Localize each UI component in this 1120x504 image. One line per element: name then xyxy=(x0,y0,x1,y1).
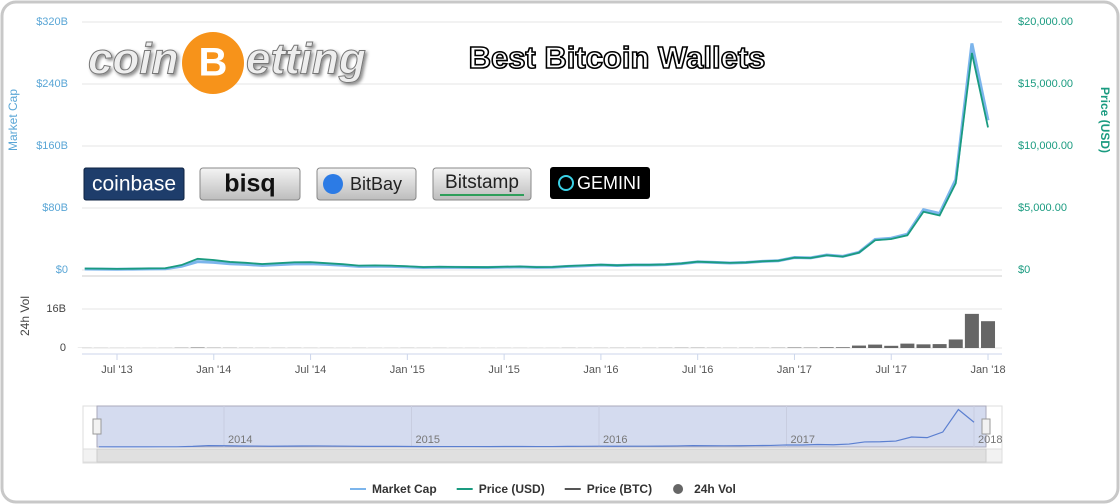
logo-coin-text: B xyxy=(199,41,228,85)
wallet-name: coinbase xyxy=(92,173,176,196)
navigator-handle[interactable] xyxy=(92,418,102,435)
y-tick-label: $240B xyxy=(36,78,68,90)
y-axis-title: Market Cap xyxy=(6,89,20,151)
navigator-label: 2017 xyxy=(791,434,815,446)
x-tick-label: Jul '15 xyxy=(488,364,519,376)
y-tick-label: $160B xyxy=(36,140,68,152)
x-tick-label: Jul '16 xyxy=(682,364,713,376)
wallet-icon xyxy=(323,174,343,194)
legend-label[interactable]: Price (USD) xyxy=(479,482,545,496)
volume-bar xyxy=(868,344,883,348)
legend: Market Cap Price (USD) Price (BTC) 24h Vol xyxy=(350,482,736,496)
volume-bar xyxy=(932,344,947,348)
x-tick-label: Jul '13 xyxy=(101,364,132,376)
navigator-label: 2018 xyxy=(978,434,1002,446)
x-tick-label: Jan '18 xyxy=(970,364,1005,376)
wallet-badge[interactable] xyxy=(316,167,417,201)
y2-tick-label: $5,000.00 xyxy=(1018,202,1067,214)
legend-label[interactable]: 24h Vol xyxy=(694,482,736,496)
y-tick-label: $320B xyxy=(36,16,68,28)
navigator-label: 2016 xyxy=(603,434,627,446)
y2-tick-label: $15,000.00 xyxy=(1018,78,1073,90)
wallet-badge[interactable] xyxy=(83,167,185,201)
volume-bar xyxy=(835,347,850,348)
vol-tick-label: 16B xyxy=(46,303,66,315)
y-tick-label: $0 xyxy=(56,264,68,276)
wallet-icon xyxy=(558,175,574,191)
volume-bar xyxy=(884,345,899,348)
scrollbar-thumb[interactable] xyxy=(96,448,987,463)
logo-coin xyxy=(182,32,244,94)
wallet-badge[interactable] xyxy=(550,167,650,199)
y2-tick-label: $10,000.00 xyxy=(1018,140,1073,152)
y2-tick-label: $20,000.00 xyxy=(1018,16,1073,28)
navigator-line xyxy=(98,408,975,448)
navigator-label: 2014 xyxy=(228,434,252,446)
x-tick-label: Jul '17 xyxy=(876,364,907,376)
vol-tick-label: 0 xyxy=(60,342,66,354)
logo-text: coin xyxy=(88,35,178,84)
wallet-name: Bitstamp xyxy=(445,172,519,193)
wallet-name: BitBay xyxy=(350,174,402,194)
x-tick-label: Jan '17 xyxy=(777,364,812,376)
vol-axis-title: 24h Vol xyxy=(18,296,32,336)
volume-bar xyxy=(981,321,996,348)
wallet-badge[interactable] xyxy=(432,167,532,201)
title: Best Bitcoin Wallets xyxy=(469,40,766,75)
x-tick-label: Jan '15 xyxy=(390,364,425,376)
volume-bar xyxy=(851,345,866,348)
y2-axis-title: Price (USD) xyxy=(1098,87,1112,153)
wallet-name: GEMINI xyxy=(577,173,641,193)
x-tick-label: Jan '14 xyxy=(196,364,231,376)
navigator-selection xyxy=(96,405,987,448)
volume-bar xyxy=(819,347,834,348)
volume-bar xyxy=(948,339,963,348)
navigator-label: 2015 xyxy=(416,434,440,446)
series-line xyxy=(84,52,989,270)
volume-bar xyxy=(964,313,979,348)
y2-tick-label: $0 xyxy=(1018,264,1030,276)
navigator-handle[interactable] xyxy=(981,418,991,435)
volume-bar xyxy=(916,344,931,348)
volume-bar xyxy=(900,343,915,348)
y-tick-label: $80B xyxy=(42,202,68,214)
logo-text: etting xyxy=(246,35,366,84)
x-tick-label: Jan '16 xyxy=(583,364,618,376)
wallets: coinbase bisq BitBay Bitstamp GEMINI xyxy=(83,167,650,201)
legend-label[interactable]: Price (BTC) xyxy=(587,482,652,496)
legend-marker xyxy=(673,484,684,494)
x-tick-label: Jul '14 xyxy=(295,364,326,376)
legend-label[interactable]: Market Cap xyxy=(372,482,437,496)
wallet-name: bisq xyxy=(224,170,275,198)
wallet-badge[interactable] xyxy=(199,167,301,201)
